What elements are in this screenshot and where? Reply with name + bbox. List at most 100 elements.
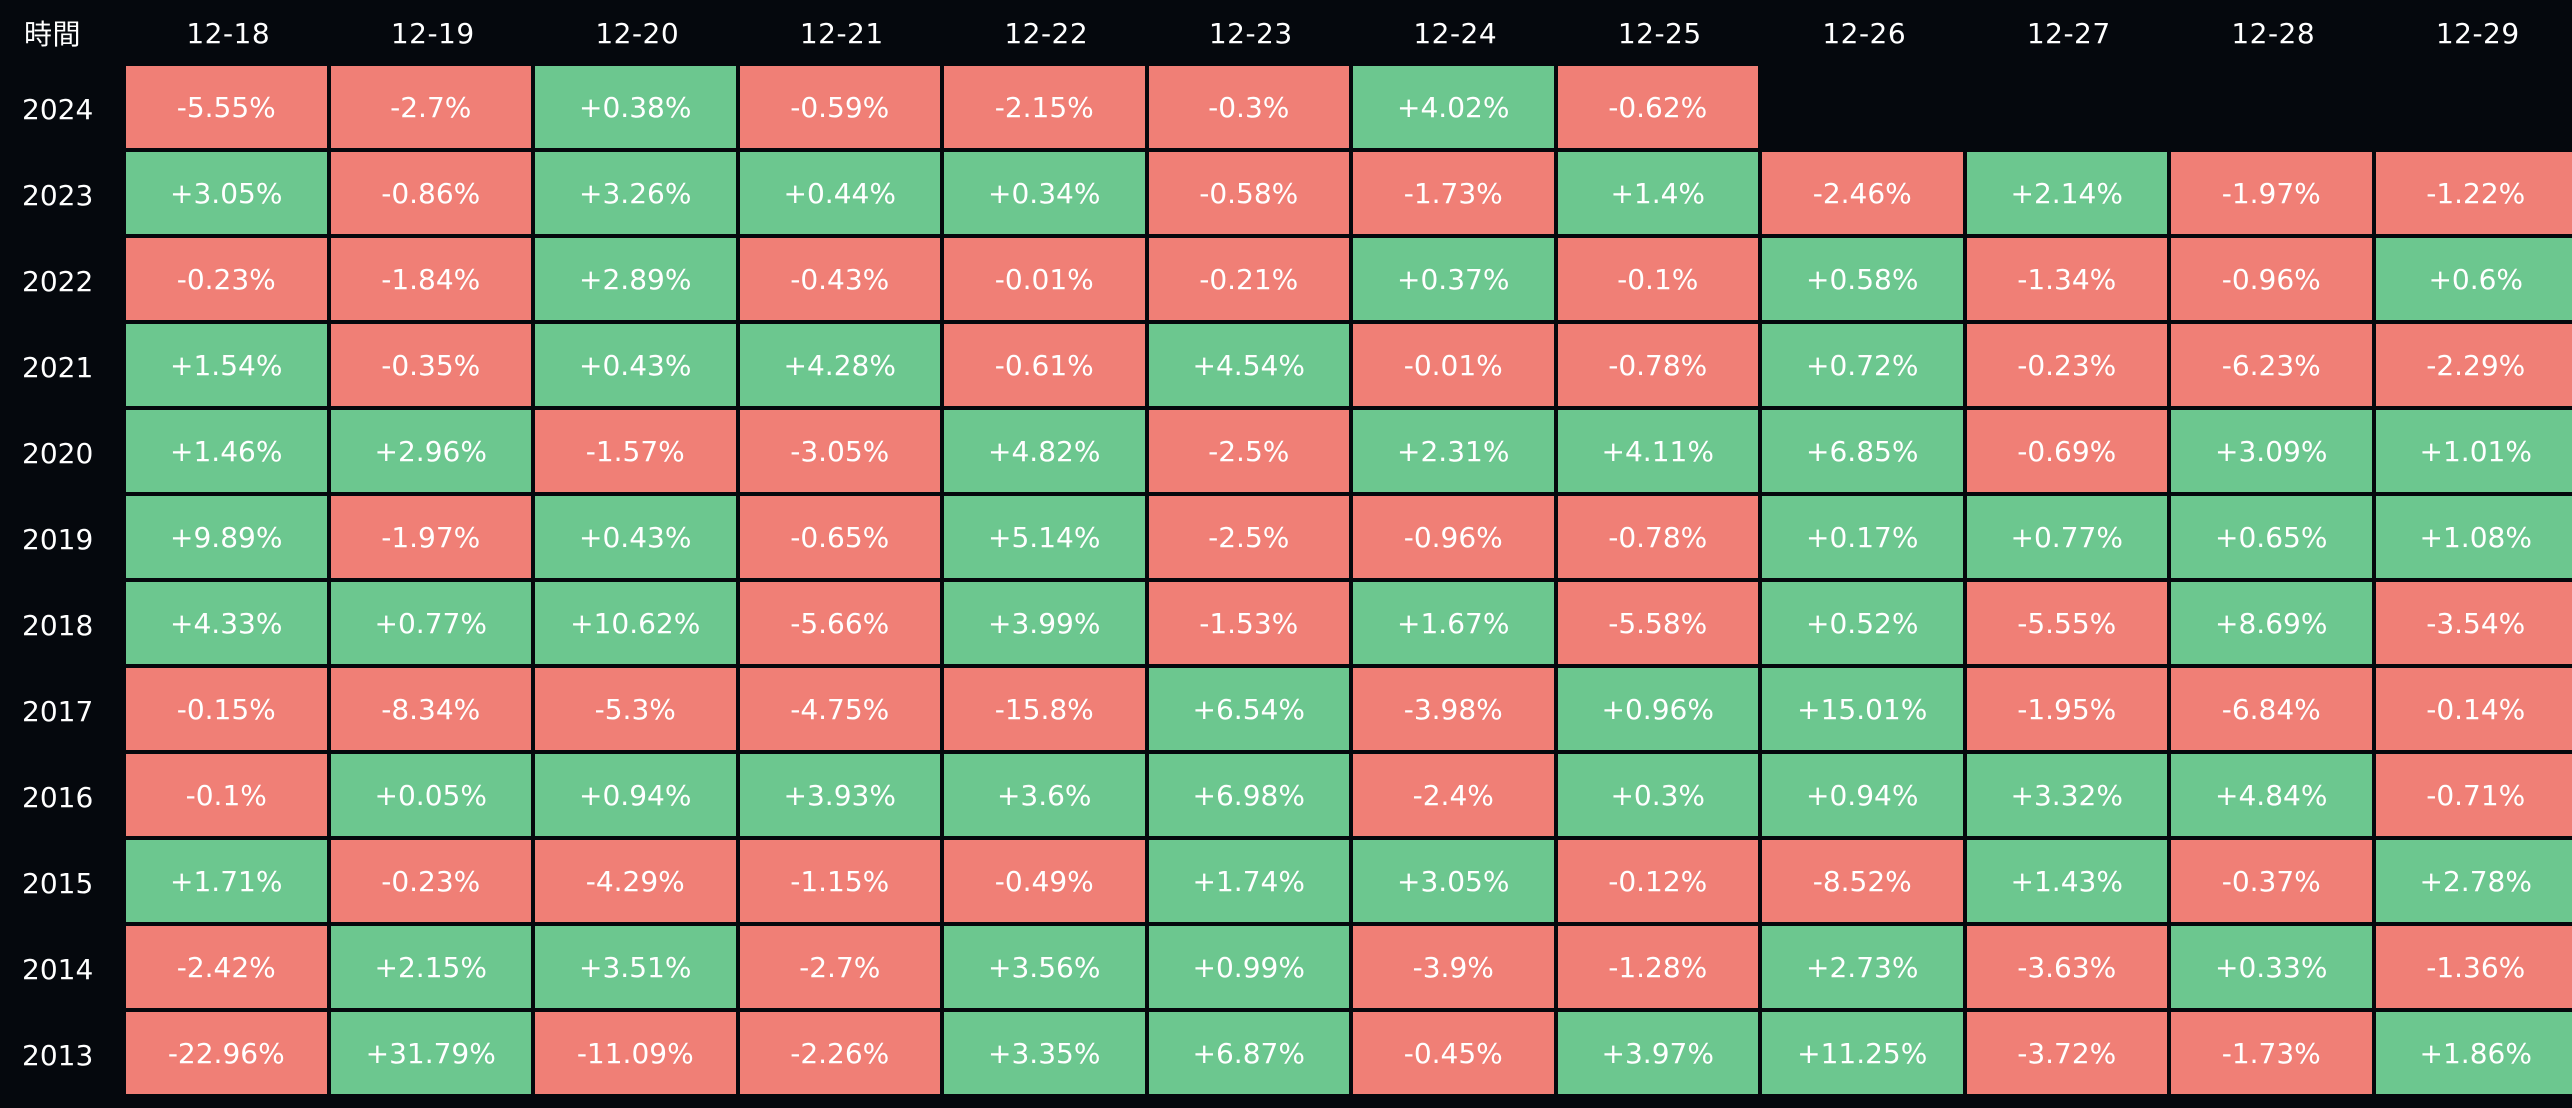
negative-return-cell: -3.54%	[2375, 582, 2572, 668]
positive-return-cell: +1.67%	[1353, 582, 1558, 668]
negative-return-cell: -0.23%	[126, 238, 331, 324]
negative-return-cell: -3.63%	[1966, 926, 2171, 1012]
positive-return-cell: +0.6%	[2375, 238, 2572, 324]
row-header-year: 2018	[22, 608, 94, 642]
positive-return-cell: +9.89%	[126, 496, 331, 582]
positive-return-cell: +0.3%	[1557, 754, 1762, 840]
negative-return-cell: -0.61%	[944, 324, 1149, 410]
positive-return-cell: +3.32%	[1966, 754, 2171, 840]
negative-return-cell: -1.95%	[1966, 668, 2171, 754]
column-header: 12-25	[1617, 16, 1702, 50]
positive-return-cell: +0.72%	[1762, 324, 1967, 410]
negative-return-cell: -5.66%	[739, 582, 944, 668]
positive-return-cell: +1.86%	[2375, 1012, 2572, 1098]
negative-return-cell: -0.69%	[1966, 410, 2171, 496]
negative-return-cell: -3.98%	[1353, 668, 1558, 754]
positive-return-cell: +0.33%	[2171, 926, 2376, 1012]
positive-return-cell: +2.89%	[535, 238, 740, 324]
positive-return-cell: +1.46%	[126, 410, 331, 496]
negative-return-cell: -0.12%	[1557, 840, 1762, 926]
column-header: 12-24	[1413, 16, 1498, 50]
negative-return-cell: -3.05%	[739, 410, 944, 496]
row-header-year: 2019	[22, 522, 94, 556]
positive-return-cell: +31.79%	[330, 1012, 535, 1098]
positive-return-cell: +4.33%	[126, 582, 331, 668]
positive-return-cell: +4.11%	[1557, 410, 1762, 496]
positive-return-cell: +4.02%	[1353, 66, 1558, 152]
negative-return-cell: -2.15%	[944, 66, 1149, 152]
positive-return-cell: +11.25%	[1762, 1012, 1967, 1098]
negative-return-cell: -1.97%	[330, 496, 535, 582]
positive-return-cell: +4.82%	[944, 410, 1149, 496]
negative-return-cell: -0.14%	[2375, 668, 2572, 754]
negative-return-cell: -0.59%	[739, 66, 944, 152]
negative-return-cell: -1.34%	[1966, 238, 2171, 324]
column-header: 12-18	[186, 16, 271, 50]
negative-return-cell: -0.01%	[944, 238, 1149, 324]
row-header-year: 2013	[22, 1038, 94, 1072]
negative-return-cell: -2.7%	[739, 926, 944, 1012]
negative-return-cell: -22.96%	[126, 1012, 331, 1098]
positive-return-cell: +8.69%	[2171, 582, 2376, 668]
positive-return-cell: +3.56%	[944, 926, 1149, 1012]
empty-cell	[2171, 66, 2376, 152]
positive-return-cell: +1.4%	[1557, 152, 1762, 238]
column-header: 12-23	[1208, 16, 1293, 50]
positive-return-cell: +0.65%	[2171, 496, 2376, 582]
positive-return-cell: +2.96%	[330, 410, 535, 496]
positive-return-cell: +0.77%	[330, 582, 535, 668]
negative-return-cell: -1.28%	[1557, 926, 1762, 1012]
row-header-year: 2024	[22, 92, 94, 126]
positive-return-cell: +6.85%	[1762, 410, 1967, 496]
column-header: 12-27	[2026, 16, 2111, 50]
positive-return-cell: +6.54%	[1148, 668, 1353, 754]
positive-return-cell: +3.09%	[2171, 410, 2376, 496]
row-header-year: 2023	[22, 178, 94, 212]
row-header-year: 2016	[22, 780, 94, 814]
negative-return-cell: -8.52%	[1762, 840, 1967, 926]
positive-return-cell: +2.14%	[1966, 152, 2171, 238]
negative-return-cell: -8.34%	[330, 668, 535, 754]
negative-return-cell: -2.26%	[739, 1012, 944, 1098]
negative-return-cell: -6.84%	[2171, 668, 2376, 754]
negative-return-cell: -0.1%	[1557, 238, 1762, 324]
positive-return-cell: +0.52%	[1762, 582, 1967, 668]
row-header-year: 2021	[22, 350, 94, 384]
negative-return-cell: -0.58%	[1148, 152, 1353, 238]
negative-return-cell: -0.65%	[739, 496, 944, 582]
negative-return-cell: -0.49%	[944, 840, 1149, 926]
positive-return-cell: +0.43%	[535, 324, 740, 410]
negative-return-cell: -3.72%	[1966, 1012, 2171, 1098]
positive-return-cell: +4.84%	[2171, 754, 2376, 840]
row-header-year: 2017	[22, 694, 94, 728]
negative-return-cell: -0.15%	[126, 668, 331, 754]
negative-return-cell: -0.78%	[1557, 496, 1762, 582]
negative-return-cell: -0.96%	[1353, 496, 1558, 582]
positive-return-cell: +0.99%	[1148, 926, 1353, 1012]
negative-return-cell: -0.96%	[2171, 238, 2376, 324]
negative-return-cell: -6.23%	[2171, 324, 2376, 410]
positive-return-cell: +1.01%	[2375, 410, 2572, 496]
positive-return-cell: +1.74%	[1148, 840, 1353, 926]
negative-return-cell: -0.23%	[330, 840, 535, 926]
column-header: 12-19	[390, 16, 475, 50]
negative-return-cell: -2.42%	[126, 926, 331, 1012]
positive-return-cell: +0.38%	[535, 66, 740, 152]
positive-return-cell: +6.98%	[1148, 754, 1353, 840]
negative-return-cell: -0.01%	[1353, 324, 1558, 410]
negative-return-cell: -1.73%	[2171, 1012, 2376, 1098]
negative-return-cell: -1.73%	[1353, 152, 1558, 238]
positive-return-cell: +0.37%	[1353, 238, 1558, 324]
negative-return-cell: -5.55%	[126, 66, 331, 152]
negative-return-cell: -4.75%	[739, 668, 944, 754]
negative-return-cell: -2.5%	[1148, 410, 1353, 496]
negative-return-cell: -0.78%	[1557, 324, 1762, 410]
negative-return-cell: -1.97%	[2171, 152, 2376, 238]
column-header: 12-22	[1004, 16, 1089, 50]
positive-return-cell: +3.6%	[944, 754, 1149, 840]
column-header: 12-29	[2435, 16, 2520, 50]
positive-return-cell: +3.99%	[944, 582, 1149, 668]
positive-return-cell: +2.15%	[330, 926, 535, 1012]
positive-return-cell: +1.08%	[2375, 496, 2572, 582]
negative-return-cell: -2.7%	[330, 66, 535, 152]
